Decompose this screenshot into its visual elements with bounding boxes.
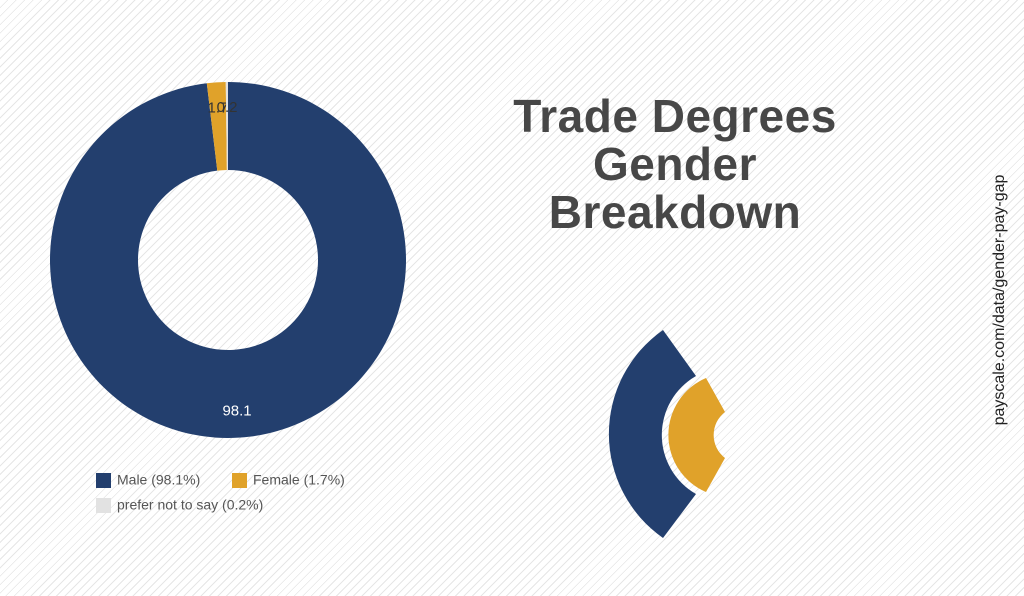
donut-slice [206,82,227,171]
source-link: payscale.com/data/gender-pay-gap [991,174,1008,426]
donut-slice [225,82,228,171]
chart-title: Trade Degrees Gender Breakdown [513,90,837,238]
logo-inner-arc [668,378,725,492]
legend-swatch [96,498,111,513]
logo-outer-arc [608,330,696,538]
legend-label: Female (1.7%) [253,472,345,488]
legend-swatch [232,473,247,488]
logo [608,330,725,538]
data-label: 0.2 [217,99,238,116]
donut-slice [50,82,407,438]
data-label: 98.1 [222,403,251,420]
legend-swatch [96,473,111,488]
legend-label: Male (98.1%) [117,472,200,488]
legend-label: prefer not to say (0.2%) [117,497,263,513]
data-label: 1.7 [208,99,229,116]
